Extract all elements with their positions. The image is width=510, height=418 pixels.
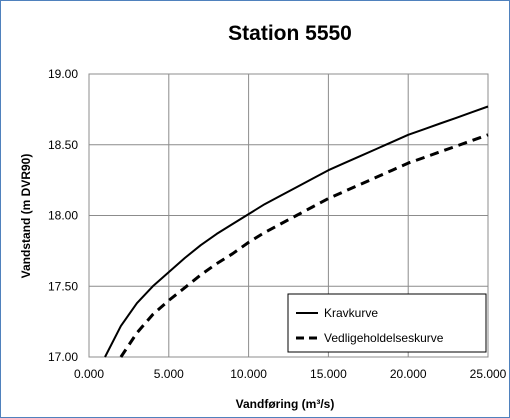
x-tick-label: 5.000 bbox=[154, 367, 184, 381]
y-axis-label: Vandstand (m DVR90) bbox=[19, 154, 33, 279]
x-tick-label: 25.000 bbox=[470, 367, 507, 381]
x-tick-label: 10.000 bbox=[230, 367, 267, 381]
y-tick-label: 17.00 bbox=[48, 350, 78, 364]
legend-label-kravkurve: Kravkurve bbox=[324, 306, 378, 320]
y-tick-label: 18.50 bbox=[48, 138, 78, 152]
x-tick-label: 20.000 bbox=[390, 367, 427, 381]
x-tick-label: 0.000 bbox=[74, 367, 104, 381]
x-axis-label: Vandføring (m³/s) bbox=[236, 397, 335, 411]
tick-labels: 0.000 5.000 10.000 15.000 20.000 25.000 17.00 1… bbox=[48, 67, 507, 381]
series-line-kravkurve bbox=[104, 105, 489, 358]
legend-label-vedligeholdelseskurve: Vedligeholdelseskurve bbox=[324, 331, 444, 345]
plot-area bbox=[88, 73, 489, 358]
series-line-vedligeholdelseskurve bbox=[119, 133, 489, 358]
y-tick-label: 17.50 bbox=[48, 279, 78, 293]
legend-box bbox=[287, 293, 487, 353]
series-layer bbox=[104, 105, 489, 358]
legend: Kravkurve Vedligeholdelseskurve bbox=[287, 293, 487, 353]
x-tick-label: 15.000 bbox=[310, 367, 347, 381]
chart-title: Station 5550 bbox=[228, 22, 352, 45]
y-tick-label: 18.00 bbox=[48, 209, 78, 223]
y-tick-label: 19.00 bbox=[48, 67, 78, 81]
